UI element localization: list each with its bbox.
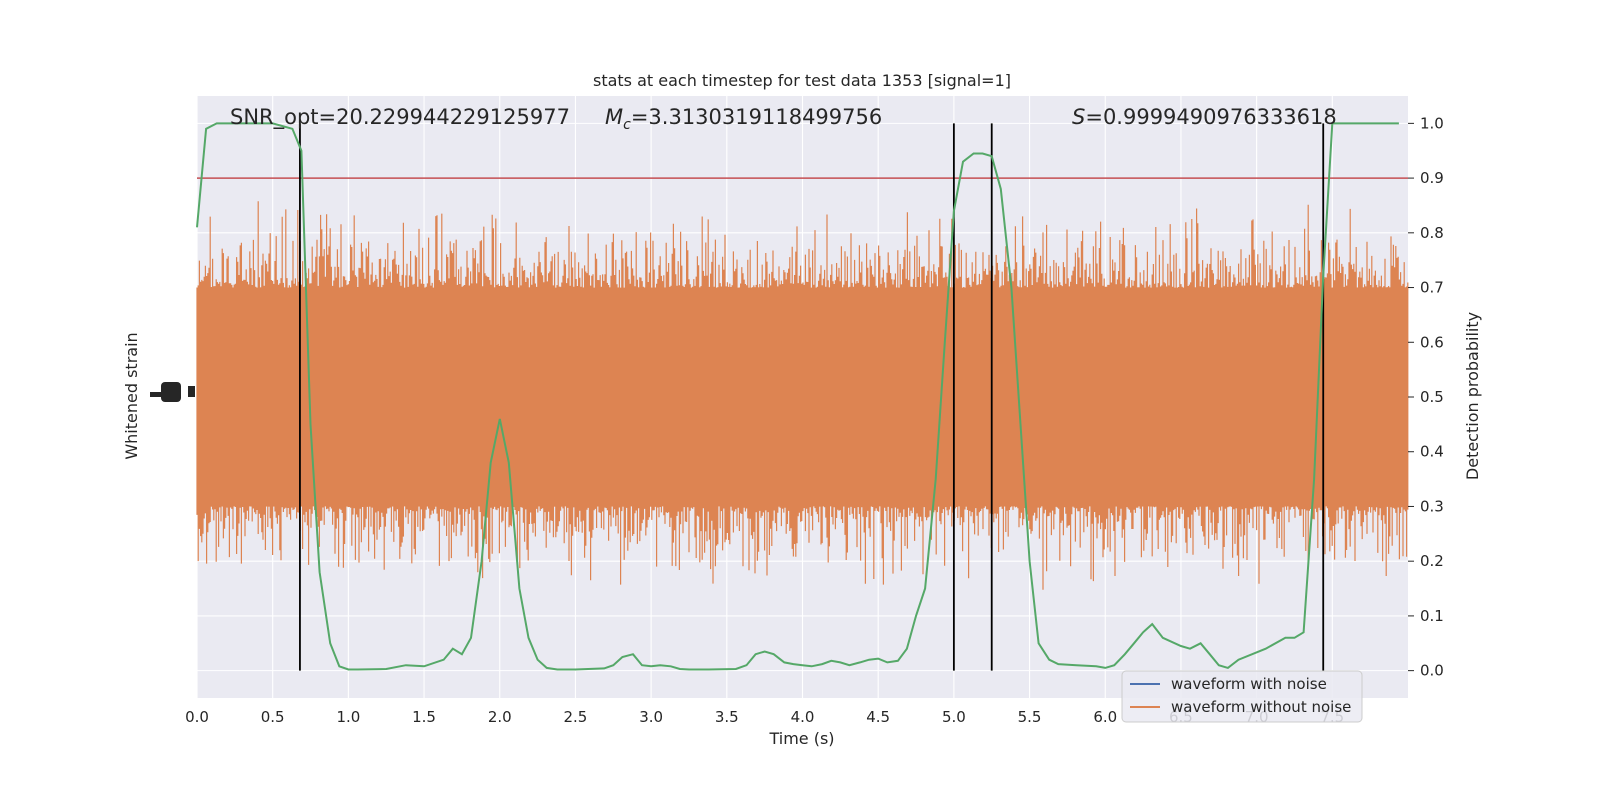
x-tick-label: 5.5 — [1018, 708, 1042, 726]
y-tick-label: 0.3 — [1420, 497, 1444, 515]
noise-spikes — [196, 201, 1409, 590]
x-tick-label: 0.0 — [185, 708, 209, 726]
chirp-mass-annotation: Mc=3.3130319118499756 — [605, 105, 882, 133]
y-tick-label: 0.8 — [1420, 224, 1444, 242]
y-tick-label: 0.0 — [1420, 662, 1444, 680]
x-tick-label: 4.5 — [866, 708, 890, 726]
legend-label-without-noise: waveform without noise — [1171, 698, 1351, 716]
probability-layer — [196, 122, 1399, 671]
probability-line — [196, 122, 1399, 671]
x-tick-label: 3.0 — [639, 708, 663, 726]
noise-strain-series — [196, 201, 1409, 590]
y-axis-label-right: Detection probability — [1463, 312, 1482, 480]
x-tick-label: 0.5 — [261, 708, 285, 726]
y-tick-label: 0.2 — [1420, 552, 1444, 570]
legend-label-with-noise: waveform with noise — [1171, 675, 1327, 693]
y-tick-label: 0.6 — [1420, 333, 1444, 351]
x-tick-label: 4.0 — [791, 708, 815, 726]
y-tick-label: 0.1 — [1420, 607, 1444, 625]
y-axis-label-left: Whitened strain — [122, 332, 141, 459]
legend: waveform with noise waveform without noi… — [1121, 670, 1363, 723]
y-tick-label: 0.9 — [1420, 169, 1444, 187]
score-annotation: S=0.9999490976333618 — [1072, 105, 1337, 129]
x-tick-label: 3.5 — [715, 708, 739, 726]
chart-title: stats at each timestep for test data 135… — [593, 71, 1011, 90]
x-axis-label: Time (s) — [768, 729, 834, 748]
snr-annotation: SNR_opt=20.229944229125977 — [230, 105, 570, 130]
x-tick-label: 6.0 — [1093, 708, 1117, 726]
y-tick-label: 0.4 — [1420, 443, 1444, 461]
x-tick-label: 5.0 — [942, 708, 966, 726]
y-tick-label: 0.7 — [1420, 279, 1444, 297]
x-tick-label: 1.5 — [412, 708, 436, 726]
x-tick-label: 1.0 — [336, 708, 360, 726]
left-axis-artifact — [150, 382, 195, 402]
y-axis-ticks: 0.0 0.1 0.2 0.3 0.4 0.5 0.6 0.7 0.8 0.9 1.0 — [1408, 114, 1444, 680]
x-tick-label: 2.0 — [488, 708, 512, 726]
x-tick-label: 2.5 — [564, 708, 588, 726]
y-tick-label: 0.5 — [1420, 388, 1444, 406]
y-tick-label: 1.0 — [1420, 114, 1444, 132]
